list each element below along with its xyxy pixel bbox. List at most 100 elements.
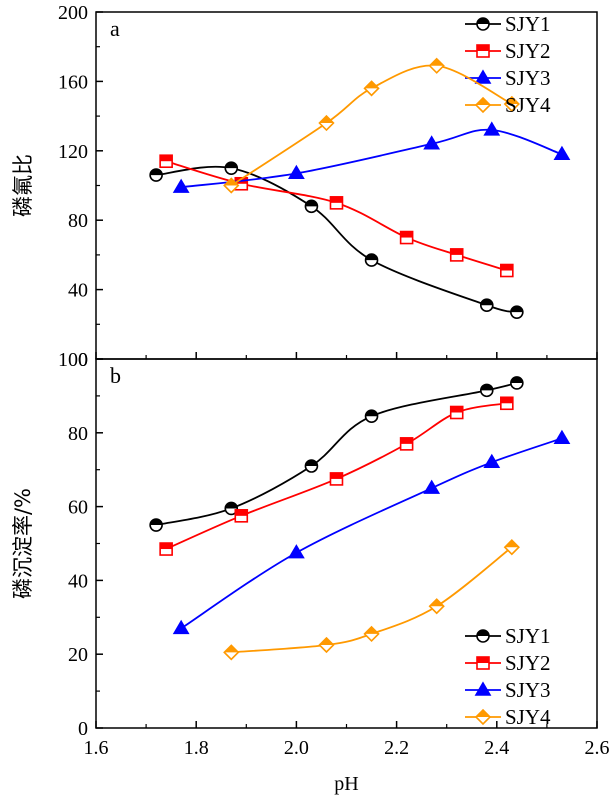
panel-b-point-SJY4-3-fill <box>429 599 444 607</box>
panel-a-point-SJY2-3-fill <box>400 231 413 238</box>
panel-a-point-SJY1-4-fill <box>480 299 493 306</box>
panel-a-point-SJY1-5-fill <box>510 306 523 313</box>
panel-a-point-SJY4-4-fill <box>504 96 519 104</box>
panel-a-ytick-label: 80 <box>68 210 88 232</box>
panel-b-line-SJY1 <box>155 382 518 526</box>
panel-b-point-SJY3-3-fill <box>484 455 499 468</box>
panel-a-legend-item-SJY1: SJY1 <box>465 12 551 36</box>
panel-a-point-SJY3-0-fill <box>174 180 189 193</box>
panel-a-line-SJY1 <box>156 165 518 314</box>
panel-b-point-SJY4-1-fill <box>319 637 334 645</box>
panel-a-line-SJY3 <box>181 128 563 189</box>
panel-b-legend-marker-SJY2-fill <box>477 657 489 663</box>
panel-b-point-SJY1-1-fill <box>225 502 238 509</box>
panel-a-point-SJY1-3-fill <box>365 254 378 261</box>
panel-a-point-SJY2-2-fill <box>330 196 343 203</box>
panel-a-point-SJY1-2-fill <box>305 200 318 207</box>
panel-a-legend-label: SJY4 <box>505 93 551 117</box>
panel-a-point-SJY2-5-fill <box>500 264 513 271</box>
panel-b-legend-item-SJY4: SJY4 <box>465 705 551 729</box>
panel-b-point-SJY3-1-fill <box>289 545 304 558</box>
panel-b-legend-label: SJY2 <box>505 651 551 675</box>
panel-b-series-SJY1 <box>149 376 524 532</box>
panel-b-xtick-label: 2.4 <box>484 737 509 759</box>
panel-a-point-SJY3-4-fill <box>554 147 569 160</box>
panel-a-point-SJY3-1-fill <box>289 166 304 179</box>
panel-a-point-SJY4-0-fill <box>224 178 239 186</box>
panel-a-point-SJY1-1-fill <box>225 162 238 169</box>
panel-b-point-SJY2-2-fill <box>330 472 343 479</box>
panel-a-point-SJY4-3-fill <box>429 58 444 66</box>
panel-b-ytick-label: 40 <box>68 570 88 592</box>
panel-b-point-SJY3-4-fill <box>554 431 569 444</box>
panel-b-xlabel: pH <box>334 773 358 795</box>
panel-b-point-SJY1-3-fill <box>365 410 378 417</box>
panel-a-legend-label: SJY2 <box>505 39 551 63</box>
panel-b-ytick-label: 20 <box>68 644 88 666</box>
panel-a-frame <box>95 11 598 360</box>
panel-a-point-SJY1-0-fill <box>150 169 163 176</box>
panel-b-legend-label: SJY3 <box>505 678 551 702</box>
panel-a-legend-item-SJY3: SJY3 <box>465 66 551 90</box>
panel-a-legend-marker-SJY4-fill <box>476 98 490 105</box>
panel-b-point-SJY3-0-fill <box>174 621 189 634</box>
panel-a-point-SJY2-4-fill <box>450 248 463 255</box>
panel-a-letter: a <box>110 16 120 41</box>
panel-b-ylabel: 磷沉淀率/% <box>11 488 35 599</box>
panel-b: 0 20 40 60 80 100 1.6 1.8 2.0 2.2 2.4 2.6 磷沉淀率/% pH b S… <box>11 349 610 795</box>
panel-a: 0 40 80 120 160 200 磷氟比 a SJY1 SJY2 SJY3 SJY4 <box>11 2 598 371</box>
panel-b-point-SJY3-2-fill <box>424 481 439 494</box>
panel-b-xtick-label: 1.6 <box>84 737 109 759</box>
panel-a-series-SJY3 <box>172 121 571 193</box>
panel-a-ytick-label: 200 <box>58 2 88 24</box>
panel-a-point-SJY3-3-fill <box>484 122 499 135</box>
panel-b-series-SJY3 <box>172 429 571 635</box>
panel-a-ytick-label: 160 <box>58 71 88 93</box>
panel-a-point-SJY4-1-fill <box>319 116 334 124</box>
panel-b-ytick-label: 60 <box>68 497 88 519</box>
panel-a-legend-item-SJY4: SJY4 <box>465 93 551 117</box>
panel-b-legend-marker-SJY4-fill <box>476 710 490 717</box>
panel-b-ytick-label: 80 <box>68 423 88 445</box>
panel-b-point-SJY2-4-fill <box>450 406 463 413</box>
panel-b-series-SJY4 <box>223 539 520 661</box>
panel-b-legend-label: SJY4 <box>505 705 551 729</box>
panel-b-legend-marker-SJY1-fill <box>477 630 489 636</box>
panel-a-legend-item-SJY2: SJY2 <box>465 39 551 63</box>
panel-a-point-SJY2-0-fill <box>160 155 173 162</box>
panel-a-ytick-label: 120 <box>58 141 88 163</box>
panel-b-xtick-label: 1.8 <box>184 737 209 759</box>
panel-a-legend-label: SJY1 <box>505 12 551 36</box>
panel-a-legend-marker-SJY3-fill <box>476 71 490 83</box>
panel-a-ytick-label: 0 <box>78 349 88 371</box>
panel-b-point-SJY4-0-fill <box>224 645 239 653</box>
panel-b-legend-label: SJY1 <box>505 624 551 648</box>
panel-b-ytick-label: 100 <box>58 349 88 371</box>
panel-a-series-SJY2 <box>159 154 514 278</box>
panel-b-point-SJY4-4-fill <box>504 540 519 548</box>
panel-b-xtick-label: 2.6 <box>585 737 610 759</box>
panel-a-legend-marker-SJY1-fill <box>477 18 489 24</box>
panel-b-letter: b <box>110 363 121 388</box>
panel-b-line-SJY3 <box>180 437 563 630</box>
panel-b-legend-item-SJY3: SJY3 <box>465 678 551 702</box>
panel-a-ytick-label: 40 <box>68 280 88 302</box>
panel-b-point-SJY2-1-fill <box>235 509 248 516</box>
panel-b-ytick-label: 0 <box>78 718 88 740</box>
panel-b-xtick-label: 2.2 <box>384 737 409 759</box>
panel-b-legend-item-SJY1: SJY1 <box>465 624 551 648</box>
panel-b-xtick-label: 2.0 <box>284 737 309 759</box>
panel-b-point-SJY1-4-fill <box>480 384 493 391</box>
panel-a-legend-marker-SJY2-fill <box>477 45 489 51</box>
panel-a-series-SJY1 <box>149 161 524 319</box>
panel-a-ylabel: 磷氟比 <box>11 154 35 217</box>
panel-b-point-SJY2-5-fill <box>500 397 513 404</box>
panel-a-point-SJY3-2-fill <box>424 136 439 149</box>
panel-b-point-SJY1-0-fill <box>150 519 163 526</box>
panel-b-point-SJY1-5-fill <box>510 376 523 383</box>
panel-a-point-SJY4-2-fill <box>364 81 379 89</box>
panel-b-point-SJY2-0-fill <box>160 543 173 550</box>
panel-b-point-SJY1-2-fill <box>305 460 318 467</box>
panel-a-series-SJY4 <box>223 57 520 194</box>
